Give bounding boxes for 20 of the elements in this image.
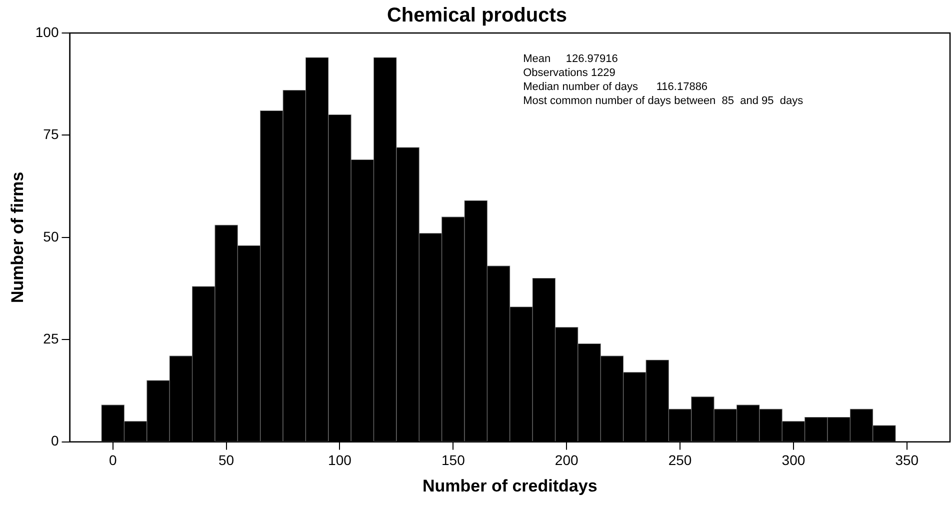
x-tick-label: 250 <box>668 452 692 468</box>
y-tick-label: 75 <box>43 126 59 142</box>
annotation: Observations 1229 <box>523 67 616 80</box>
x-tick-label: 50 <box>218 452 234 468</box>
x-tick-label: 200 <box>554 452 578 468</box>
x-axis-title: Number of creditdays <box>422 476 598 496</box>
x-tick-label: 150 <box>441 452 466 468</box>
y-axis-title: Number of firms <box>8 172 27 304</box>
x-tick-label: 100 <box>328 452 352 468</box>
annotation: Median number of days 116.17886 <box>523 81 708 94</box>
annotation: Most common number of days between 85 and 95 days <box>523 95 804 108</box>
chart-title: Chemical products <box>386 4 568 27</box>
annotation: Mean 126.97916 <box>523 53 618 66</box>
x-tick-label: 350 <box>895 452 919 468</box>
x-tick-label: 300 <box>782 452 806 468</box>
y-tick-label: 50 <box>43 228 59 244</box>
x-tick-label: 0 <box>108 452 117 468</box>
y-tick-label: 100 <box>35 24 59 40</box>
y-tick-label: 0 <box>50 432 59 449</box>
y-tick-label: 25 <box>43 330 59 346</box>
